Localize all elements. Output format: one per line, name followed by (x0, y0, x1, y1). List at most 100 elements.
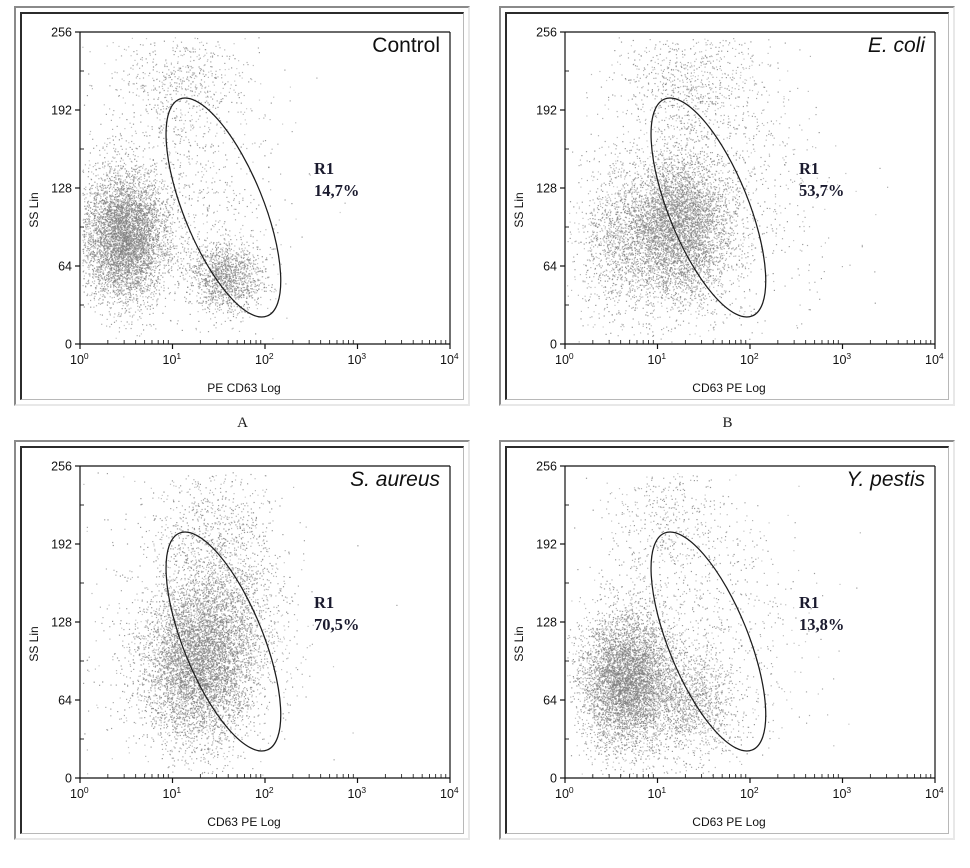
x-tick-label: 104 (440, 785, 459, 801)
y-tick-label: 192 (51, 538, 72, 552)
panel-c-frame-inner: 256 192 128 64 0 100 101 102 103 104 S. aureus R1… (20, 446, 464, 834)
panel-a-dots (82, 37, 346, 342)
gate-ellipse-r1[interactable] (143, 518, 305, 765)
panel-b-gate (628, 84, 790, 331)
y-tick-label: 128 (51, 616, 72, 630)
panel-b: 256 192 128 64 0 100 101 102 103 104 E. coli R1 5… (485, 0, 970, 434)
x-tick-label: 103 (833, 351, 852, 367)
x-tick-exponent: 3 (361, 785, 366, 795)
y-tick-label: 256 (51, 460, 72, 474)
panel-a-x-axis-label: PE CD63 Log (207, 381, 280, 395)
x-tick-label: 100 (70, 785, 89, 801)
x-tick-label: 102 (255, 785, 274, 801)
y-tick-label: 64 (58, 694, 72, 708)
panel-d-y-axis-label: SS Lin (512, 626, 526, 661)
x-tick-exponent: 1 (176, 785, 181, 795)
x-tick-label: 101 (648, 785, 667, 801)
panel-a-gate-percent: 14,7% (314, 181, 359, 200)
y-tick-label: 128 (51, 182, 72, 196)
x-tick-label: 104 (925, 351, 944, 367)
x-tick-exponent: 1 (176, 351, 181, 361)
panel-a-y-axis-label: SS Lin (27, 192, 41, 227)
y-tick-label: 64 (58, 260, 72, 274)
x-tick-exponent: 3 (846, 351, 851, 361)
panel-c-frame: 256 192 128 64 0 100 101 102 103 104 S. aureus R1… (14, 440, 470, 840)
x-tick-exponent: 0 (569, 351, 574, 361)
panel-a: 256 192 128 64 0 100 101 102 103 104 Control R1 1… (0, 0, 485, 434)
y-tick-label: 192 (51, 104, 72, 118)
panel-b-frame-inner: 256 192 128 64 0 100 101 102 103 104 E. coli R1 5… (505, 12, 949, 400)
panel-c-title: S. aureus (350, 468, 440, 491)
x-tick-label: 100 (555, 785, 574, 801)
panel-d-dots (567, 473, 861, 777)
x-tick-exponent: 4 (939, 785, 944, 795)
y-tick-label: 256 (536, 460, 557, 474)
panel-a-letter: A (0, 415, 485, 432)
x-tick-label: 103 (348, 351, 367, 367)
gate-ellipse-r1[interactable] (628, 84, 790, 331)
y-tick-label: 256 (536, 26, 557, 40)
y-tick-label: 192 (536, 104, 557, 118)
x-tick-exponent: 3 (846, 785, 851, 795)
panel-d-x-axis-label: CD63 PE Log (692, 815, 765, 829)
x-tick-label: 101 (163, 785, 182, 801)
panel-a-frame-inner: 256 192 128 64 0 100 101 102 103 104 Control R1 1… (20, 12, 464, 400)
y-tick-label: 64 (543, 260, 557, 274)
y-tick-label: 128 (536, 616, 557, 630)
gate-ellipse-r1[interactable] (628, 518, 790, 765)
panel-c-gate-name: R1 (314, 593, 334, 612)
panel-a-gate-name: R1 (314, 159, 334, 178)
panel-c-x-axis-label: CD63 PE Log (207, 815, 280, 829)
x-tick-label: 104 (925, 785, 944, 801)
panel-b-y-axis-label: SS Lin (512, 192, 526, 227)
y-tick-label: 0 (65, 772, 72, 786)
y-tick-label: 0 (550, 338, 557, 352)
x-tick-exponent: 4 (939, 351, 944, 361)
x-tick-exponent: 1 (661, 785, 666, 795)
panel-b-dots (567, 37, 889, 343)
panel-d-gate-name: R1 (799, 593, 819, 612)
panel-c-dots (83, 472, 398, 777)
x-tick-exponent: 4 (454, 351, 459, 361)
panel-b-x-axis-label: CD63 PE Log (692, 381, 765, 395)
panel-b-frame: 256 192 128 64 0 100 101 102 103 104 E. coli R1 5… (499, 6, 955, 406)
x-tick-label: 101 (163, 351, 182, 367)
panel-a-gate (143, 84, 305, 331)
x-tick-exponent: 2 (269, 785, 274, 795)
x-tick-exponent: 2 (754, 351, 759, 361)
x-tick-exponent: 2 (269, 351, 274, 361)
x-tick-label: 102 (740, 785, 759, 801)
x-tick-exponent: 4 (454, 785, 459, 795)
x-tick-label: 100 (70, 351, 89, 367)
panel-c-y-axis-label: SS Lin (27, 626, 41, 661)
panel-d-title: Y. pestis (846, 468, 925, 491)
panel-d-frame-inner: 256 192 128 64 0 100 101 102 1 0 3 104 Y. pestis R1… (505, 446, 949, 834)
panel-a-title: Control (372, 34, 440, 57)
y-tick-label: 192 (536, 538, 557, 552)
x-tick-label: 103 (348, 785, 367, 801)
y-tick-label: 0 (550, 772, 557, 786)
panel-d-gate-percent: 13,8% (799, 615, 844, 634)
x-tick-exponent: 0 (569, 785, 574, 795)
panel-b-gate-percent: 53,7% (799, 181, 844, 200)
x-tick-exponent: 3 (361, 351, 366, 361)
x-tick-label: 102 (255, 351, 274, 367)
x-tick-label: 104 (440, 351, 459, 367)
panel-b-gate-name: R1 (799, 159, 819, 178)
x-tick-exponent: 0 (84, 351, 89, 361)
y-tick-label: 64 (543, 694, 557, 708)
gate-ellipse-r1[interactable] (143, 84, 305, 331)
x-tick-label: 101 (648, 351, 667, 367)
x-tick-exponent: 0 (84, 785, 89, 795)
x-tick-label: 102 (740, 351, 759, 367)
panel-c: 256 192 128 64 0 100 101 102 103 104 S. aureus R1… (0, 434, 485, 868)
y-tick-label: 128 (536, 182, 557, 196)
panel-d-frame: 256 192 128 64 0 100 101 102 1 0 3 104 Y. pestis R1… (499, 440, 955, 840)
x-tick-exponent: 2 (754, 785, 759, 795)
panel-b-letter: B (485, 415, 970, 432)
